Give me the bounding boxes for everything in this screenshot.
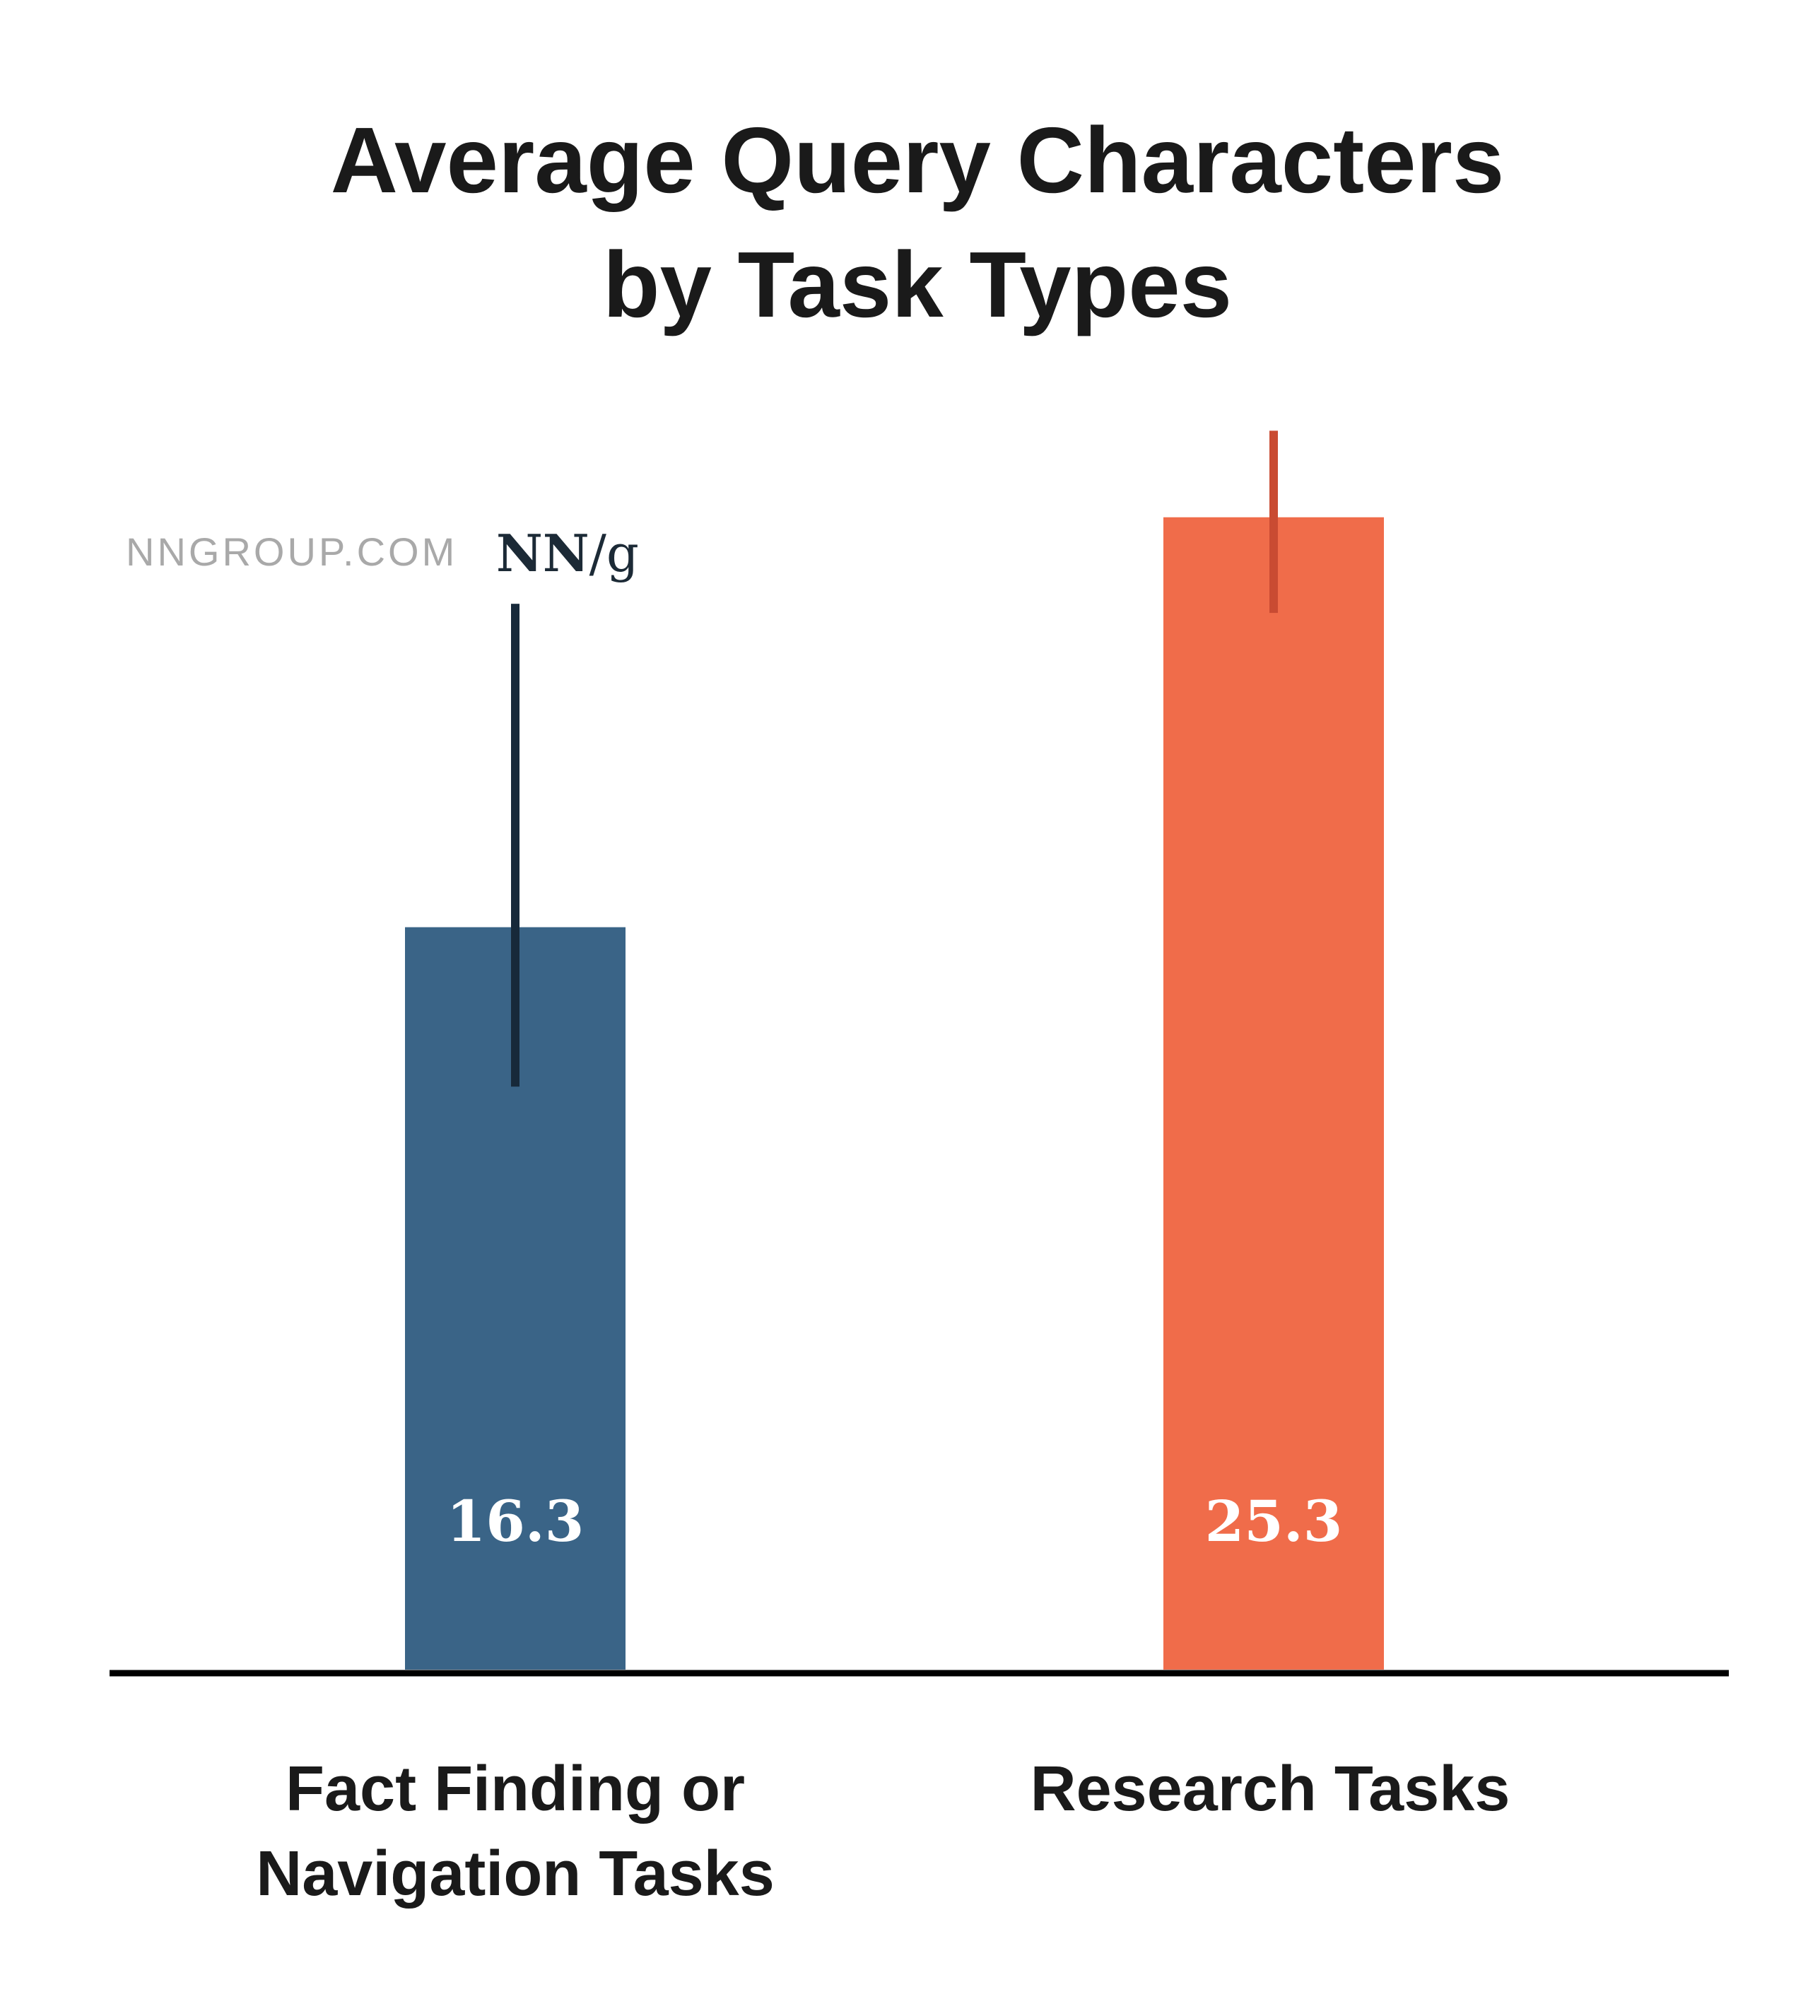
error-bar-2 bbox=[1269, 430, 1278, 614]
data-label-2: 25.3 bbox=[1205, 1488, 1343, 1554]
x-tick-label-1-line-1: Fact Finding or bbox=[286, 1754, 745, 1824]
bar-2 bbox=[1163, 517, 1384, 1670]
chart-title-line-1: Average Query Characters bbox=[331, 108, 1505, 212]
nng-logo-rest: /g bbox=[589, 524, 639, 583]
x-tick-label-2-line-1: Research Tasks bbox=[1031, 1754, 1510, 1824]
chart-title: Average Query Characters by Task Types bbox=[331, 108, 1505, 336]
chart-marks: 16.3 25.3 bbox=[405, 430, 1384, 1670]
nng-logo: NN/g bbox=[496, 523, 639, 583]
category-labels: Fact Finding or Navigation Tasks Research … bbox=[256, 1754, 1510, 1909]
data-label-1: 16.3 bbox=[447, 1488, 585, 1554]
x-tick-label-1-line-2: Navigation Tasks bbox=[256, 1839, 775, 1909]
watermark-site: NNGROUP.COM bbox=[126, 529, 457, 574]
nng-logo-bold: NN bbox=[496, 523, 589, 583]
error-bar-1 bbox=[511, 604, 519, 1087]
watermark: NNGROUP.COM NN/g bbox=[126, 523, 639, 583]
chart-title-line-2: by Task Types bbox=[603, 233, 1232, 336]
